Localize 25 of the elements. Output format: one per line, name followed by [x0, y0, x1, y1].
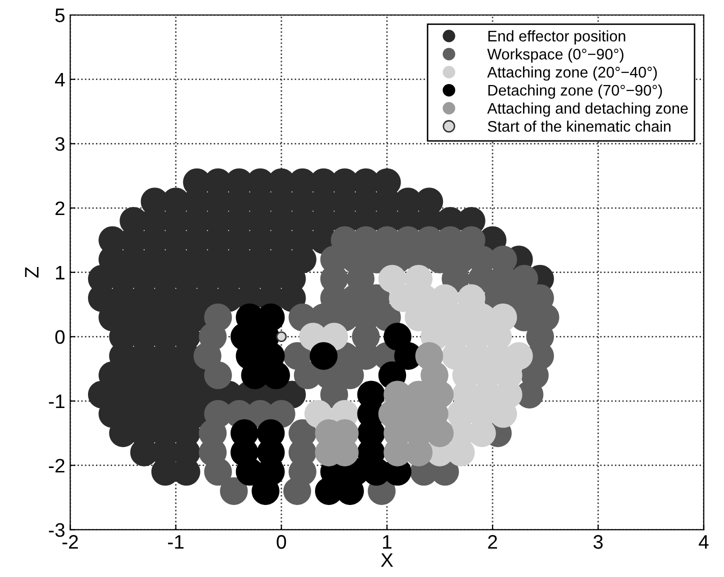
x-tick-label: 0: [276, 535, 286, 549]
x-tick-label: 3: [593, 535, 603, 549]
y-tick-label: -2: [48, 458, 64, 472]
legend-label: Workspace (0°−90°): [487, 48, 624, 63]
legend-label: Attaching zone (20°−40°): [487, 66, 657, 81]
x-tick-label: 4: [698, 535, 709, 549]
y-axis-title: Z: [25, 267, 38, 278]
x-axis-title: X: [380, 553, 394, 567]
point: [276, 331, 287, 342]
legend-label: Attaching and detaching zone: [487, 102, 688, 117]
x-tick-label: -1: [168, 535, 184, 549]
x-tick-label: 2: [488, 535, 497, 549]
y-tick-label: 1: [56, 266, 64, 280]
legend-label: Detaching zone (70°−90°): [488, 84, 662, 99]
y-tick-label: 5: [55, 8, 65, 22]
y-tick-label: 2: [56, 201, 64, 216]
x-tick-label: 1: [383, 535, 392, 549]
y-tick-label: -3: [48, 523, 65, 537]
y-tick-label: 3: [55, 137, 65, 151]
y-tick-label: 4: [55, 73, 65, 86]
legend-label: End effector position: [488, 30, 626, 45]
point: [310, 342, 338, 370]
y-tick-label: -1: [48, 394, 64, 408]
y-tick-label: 0: [55, 330, 65, 344]
legend-label: Start of the kinematic chain: [488, 120, 670, 132]
